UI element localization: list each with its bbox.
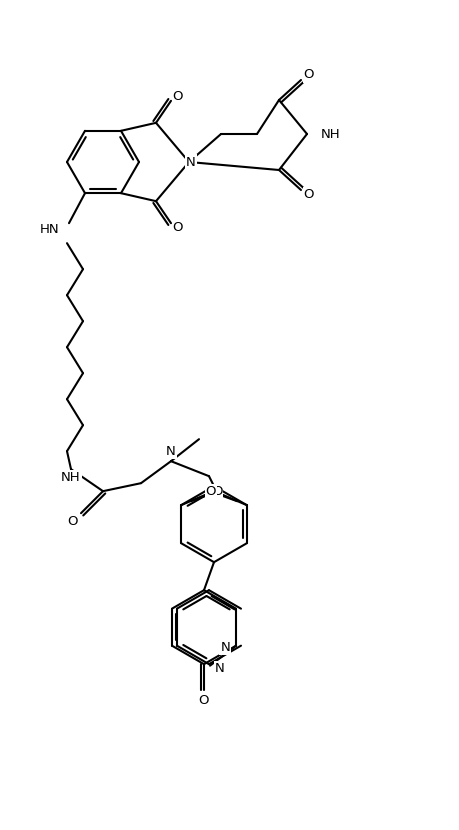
Text: N: N [186, 155, 196, 168]
Text: NH: NH [61, 471, 81, 484]
Text: O: O [67, 515, 78, 528]
Text: O: O [212, 485, 222, 498]
Text: O: O [303, 69, 313, 81]
Text: O: O [205, 485, 216, 498]
Text: HN: HN [39, 222, 59, 236]
Text: O: O [173, 90, 183, 103]
Text: O: O [173, 221, 183, 234]
Text: NH: NH [320, 128, 340, 140]
Text: N: N [214, 662, 224, 675]
Text: O: O [303, 188, 313, 202]
Text: N: N [220, 642, 230, 654]
Text: O: O [198, 694, 209, 706]
Text: N: N [166, 445, 175, 457]
